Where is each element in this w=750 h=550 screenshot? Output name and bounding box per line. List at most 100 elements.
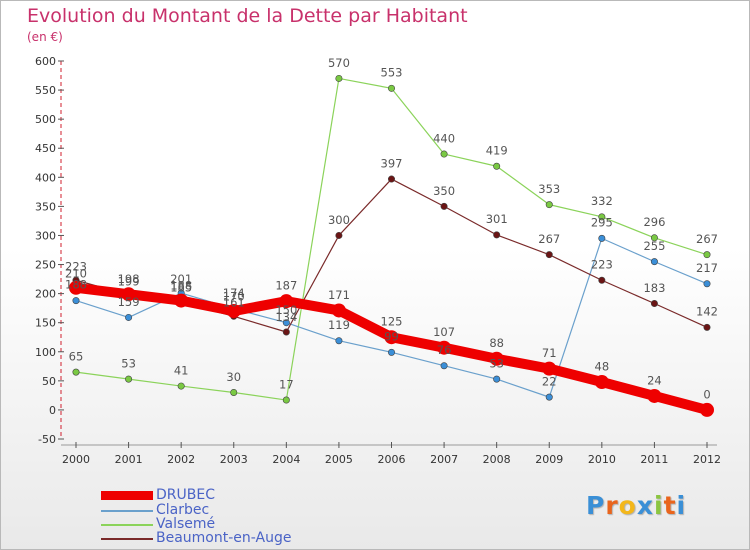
data-point [384, 330, 399, 345]
y-tick-label: 400 [35, 171, 56, 184]
legend-item-drubec: DRUBEC [101, 487, 321, 504]
data-label: 48 [595, 359, 610, 373]
data-label: 41 [174, 363, 189, 377]
y-tick-label: 350 [35, 200, 56, 213]
data-label: 188 [170, 279, 192, 293]
data-point [545, 201, 553, 209]
legend-swatch [101, 538, 153, 540]
data-point [72, 368, 80, 376]
data-label: 30 [226, 370, 241, 384]
data-label: 570 [328, 56, 350, 70]
data-label: 255 [643, 239, 665, 253]
data-label: 119 [328, 318, 350, 332]
data-point [440, 150, 448, 158]
data-point [279, 294, 294, 309]
x-tick-label: 2011 [640, 453, 668, 466]
data-point [703, 251, 711, 259]
data-point [703, 323, 711, 331]
data-point [440, 362, 448, 370]
x-tick-label: 2002 [167, 453, 195, 466]
data-point [545, 393, 553, 401]
data-label: 159 [118, 295, 140, 309]
logo-letter: r [605, 491, 619, 520]
data-point [174, 293, 189, 308]
data-label: 22 [542, 374, 557, 388]
data-point [440, 202, 448, 210]
data-point [489, 351, 504, 366]
x-tick-label: 2012 [693, 453, 721, 466]
x-tick-label: 2007 [430, 453, 458, 466]
y-tick-label: -50 [38, 433, 56, 446]
series-line [285, 178, 708, 333]
data-label: 142 [696, 305, 718, 319]
data-label: 99 [384, 330, 399, 344]
data-point [125, 313, 133, 321]
legend-swatch [101, 510, 153, 512]
data-point [545, 251, 553, 259]
legend-label: Beaumont-en-Auge [156, 530, 292, 546]
x-tick-label: 2005 [325, 453, 353, 466]
data-point [493, 162, 501, 170]
data-label: 0 [703, 387, 710, 401]
data-label: 17 [279, 377, 294, 391]
y-tick-label: 200 [35, 288, 56, 301]
data-point [650, 234, 658, 242]
data-point [594, 375, 609, 390]
data-label: 440 [433, 131, 455, 145]
x-tick-label: 2008 [483, 453, 511, 466]
logo-letter: P [586, 491, 606, 520]
data-point [650, 300, 658, 308]
data-point [331, 303, 346, 318]
legend-item-clarbec: Clarbec [101, 502, 321, 519]
data-point [437, 340, 452, 355]
data-label: 300 [328, 213, 350, 227]
y-tick-label: 550 [35, 84, 56, 97]
data-label: 125 [381, 315, 403, 329]
data-point [647, 388, 662, 403]
data-label: 201 [170, 272, 192, 286]
data-label: 267 [538, 232, 560, 246]
data-label: 210 [65, 266, 87, 280]
data-label: 553 [381, 66, 403, 80]
data-label: 76 [437, 343, 452, 357]
chart-axes: -500501001502002503003504004505005506002… [35, 55, 721, 466]
data-point [542, 361, 557, 376]
x-tick-label: 2004 [272, 453, 300, 466]
series-drubec [69, 280, 714, 417]
data-point [598, 276, 606, 284]
data-label: 199 [118, 274, 140, 288]
data-label: 53 [489, 356, 504, 370]
y-tick-label: 600 [35, 55, 56, 68]
legend-item-valseme: Valsemé [101, 516, 321, 533]
data-point [282, 319, 290, 327]
data-label: 188 [65, 277, 87, 291]
data-point [387, 175, 395, 183]
y-tick-label: 150 [35, 317, 56, 330]
y-tick-label: 50 [42, 375, 56, 388]
data-label: 397 [381, 156, 403, 170]
legend-swatch [101, 491, 153, 500]
legend-label: Valsemé [156, 516, 216, 532]
data-label: 150 [275, 303, 297, 317]
data-point [335, 231, 343, 239]
chart-title: Evolution du Montant de la Dette par Hab… [27, 5, 468, 27]
data-point [282, 396, 290, 404]
data-point [493, 375, 501, 383]
data-labels: 2232101886519819915953201188185411741701… [65, 56, 718, 401]
data-point [121, 287, 136, 302]
data-label: 267 [696, 232, 718, 246]
data-label: 65 [69, 349, 84, 363]
proxiti-logo: Proxiti [586, 491, 686, 520]
x-tick-label: 2000 [62, 453, 90, 466]
data-point [703, 280, 711, 288]
y-tick-label: 0 [49, 404, 56, 417]
data-point [598, 234, 606, 242]
data-point [282, 328, 290, 336]
logo-letter: i [654, 491, 664, 520]
y-tick-label: 500 [35, 113, 56, 126]
logo-letter: o [618, 491, 637, 520]
data-label: 223 [65, 259, 87, 273]
data-point [650, 258, 658, 266]
